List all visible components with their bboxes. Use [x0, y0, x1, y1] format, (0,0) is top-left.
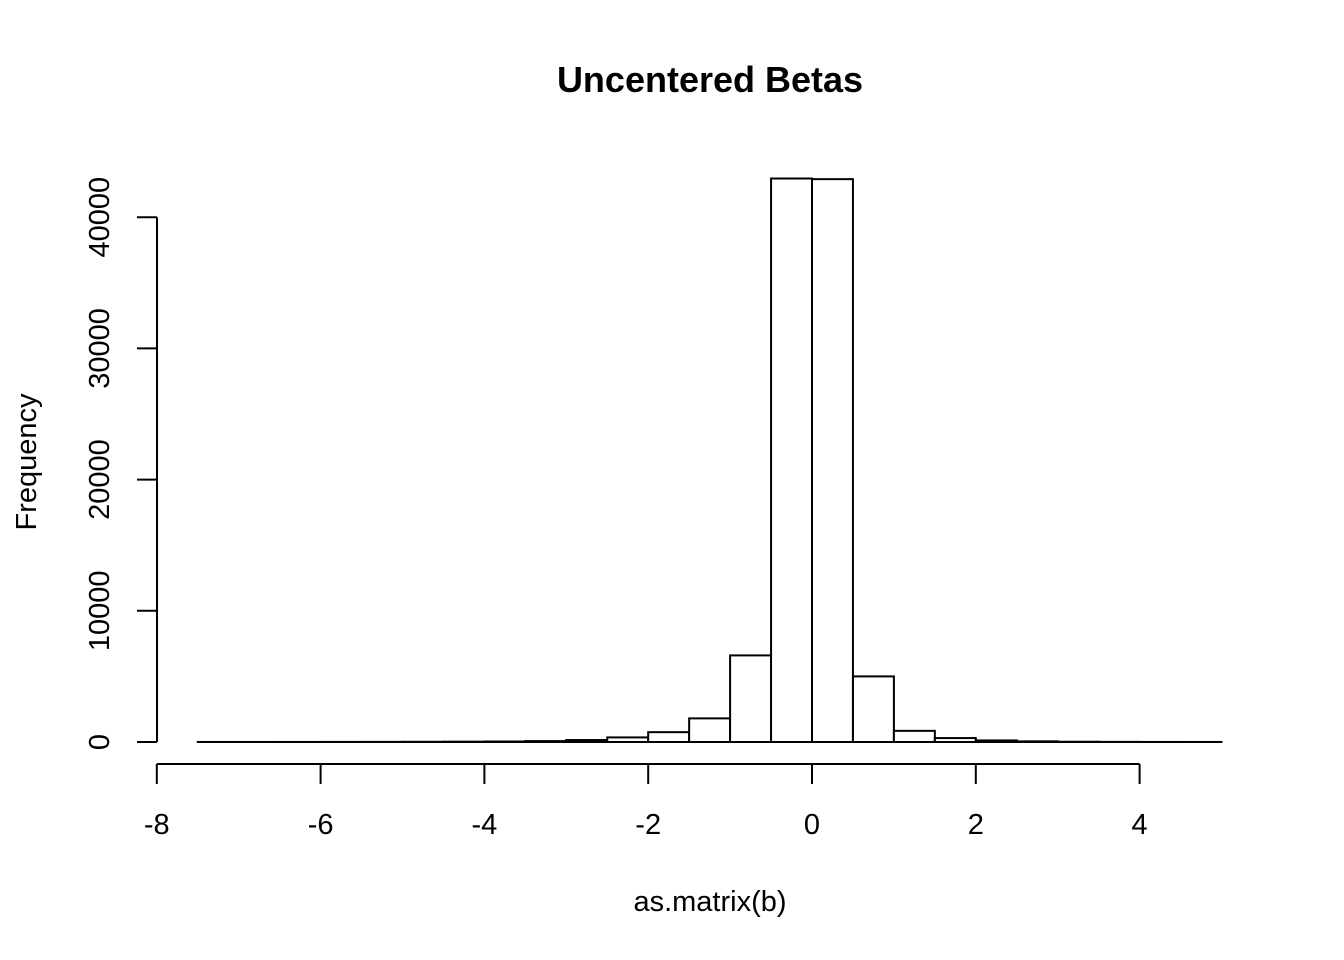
histogram-bar	[729, 654, 773, 744]
histogram-bar	[851, 675, 895, 744]
x-tick-label: -6	[308, 809, 334, 841]
y-axis: 0 10000 20000 30000 40000	[84, 177, 158, 750]
x-tick-label: -2	[635, 809, 661, 841]
histogram-bar	[688, 717, 732, 743]
y-tick-label: 30000	[84, 308, 116, 389]
y-tick-label: 0	[84, 734, 116, 750]
x-tick-label: 4	[1132, 809, 1148, 841]
y-tick-label: 40000	[84, 177, 116, 258]
x-tick-label: -4	[472, 809, 498, 841]
y-tick-label: 10000	[84, 570, 116, 651]
histogram-bar	[811, 178, 854, 744]
chart-title: Uncentered Betas	[557, 59, 863, 100]
x-axis-label: as.matrix(b)	[633, 886, 786, 918]
x-tick-label: -8	[144, 809, 170, 841]
histogram-bar	[647, 731, 691, 743]
y-tick-label: 20000	[84, 439, 116, 520]
histogram-bars	[196, 177, 1223, 744]
x-axis: -8 -6 -4 -2 0 2 4	[144, 763, 1148, 841]
histogram-bar	[892, 729, 936, 744]
y-axis-label: Frequency	[11, 393, 43, 531]
x-tick-label: 0	[804, 809, 820, 841]
x-tick-label: 2	[968, 809, 984, 841]
histogram-bar	[770, 177, 813, 744]
